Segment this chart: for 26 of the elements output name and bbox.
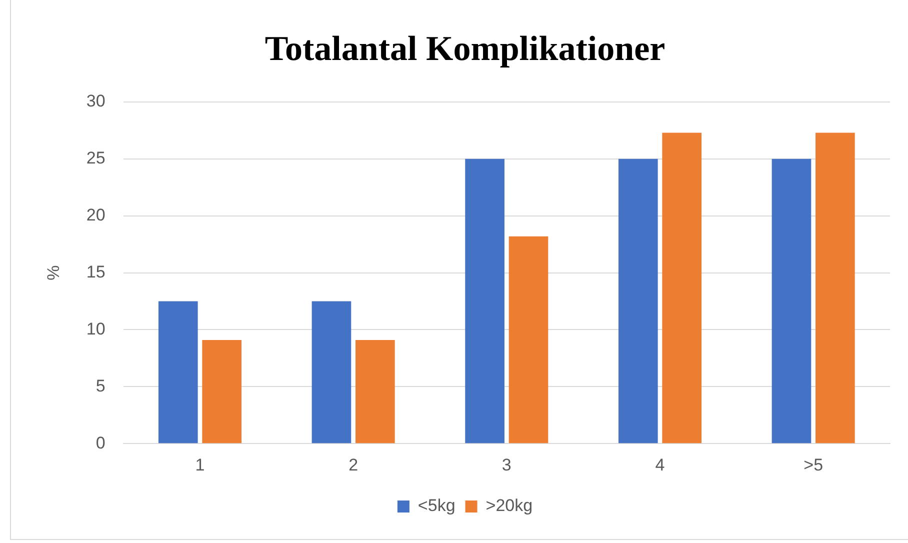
- bar: [356, 340, 395, 444]
- chart-title: Totalantal Komplikationer: [264, 29, 666, 68]
- bar: [772, 158, 812, 444]
- x-tick-label: >5: [804, 455, 824, 474]
- y-tick-label: 0: [96, 433, 106, 452]
- bar: [816, 132, 855, 444]
- legend-label: <5kg: [418, 496, 456, 516]
- bar: [508, 236, 548, 444]
- y-tick-label: 20: [86, 206, 106, 225]
- bar: [465, 158, 504, 444]
- x-tick-label: 3: [502, 455, 512, 474]
- y-tick-label: 10: [86, 319, 106, 338]
- x-tick-label: 1: [195, 455, 205, 474]
- y-tick-label: 15: [86, 262, 106, 282]
- y-tick-label: 30: [86, 92, 106, 111]
- y-tick-label: 5: [96, 376, 106, 396]
- bar: [312, 301, 352, 444]
- bar: [158, 301, 198, 444]
- x-tick-label: 2: [348, 455, 358, 474]
- y-tick-label: 25: [86, 148, 106, 168]
- bar: [618, 158, 658, 444]
- bar: [662, 132, 702, 444]
- x-tick-label: 4: [655, 455, 665, 474]
- legend-label: >20kg: [486, 496, 533, 516]
- y-axis-title: %: [44, 265, 63, 280]
- bar: [202, 340, 242, 444]
